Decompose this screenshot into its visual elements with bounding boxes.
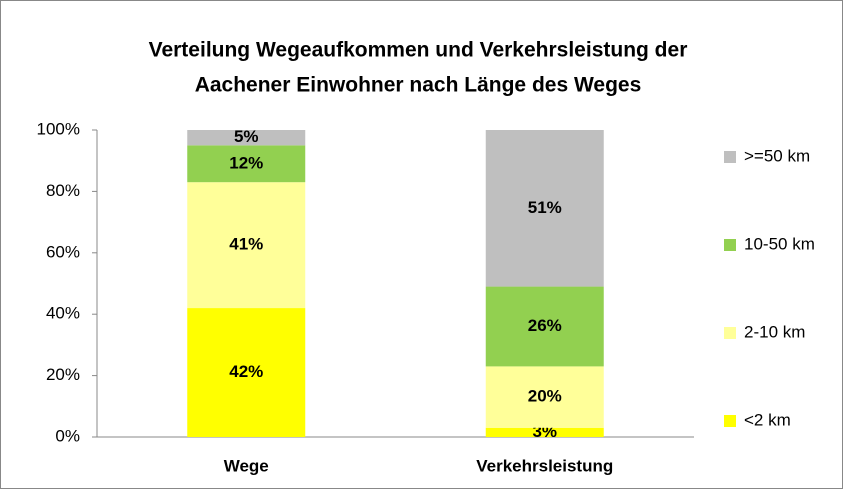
- legend-swatch: [724, 151, 736, 163]
- x-tick-label: Wege: [224, 456, 269, 475]
- data-label: 12%: [229, 153, 263, 172]
- legend-label: <2 km: [744, 410, 791, 429]
- legend-swatch: [724, 415, 736, 427]
- bar-segment: [485, 427, 604, 437]
- legend-swatch: [724, 239, 736, 251]
- bar-segment: [187, 182, 306, 309]
- legend-label: 2-10 km: [744, 322, 805, 341]
- data-label: 51%: [528, 198, 562, 217]
- data-label: 20%: [528, 387, 562, 406]
- y-tick-label: 20%: [46, 365, 80, 384]
- y-tick-label: 80%: [46, 181, 80, 200]
- bar-segment: [187, 308, 306, 437]
- bar-segment: [187, 130, 306, 146]
- bar-segment: [485, 366, 604, 428]
- chart-title: Verteilung Wegeaufkommen und Verkehrslei…: [149, 39, 688, 62]
- x-tick-label: Verkehrsleistung: [476, 456, 613, 475]
- data-label: 42%: [229, 362, 263, 381]
- bar-segment: [187, 145, 306, 183]
- y-tick-label: 60%: [46, 242, 80, 261]
- data-label: 26%: [528, 316, 562, 335]
- legend-swatch: [724, 327, 736, 339]
- bar-segment: [485, 286, 604, 367]
- data-label: 5%: [234, 127, 259, 146]
- legend-label: >=50 km: [744, 146, 810, 165]
- y-tick-label: 40%: [46, 304, 80, 323]
- legend-label: 10-50 km: [744, 234, 815, 253]
- y-tick-label: 0%: [55, 426, 80, 445]
- y-tick-label: 100%: [37, 119, 80, 138]
- data-label: 41%: [229, 235, 263, 254]
- bar-segment: [485, 130, 604, 287]
- chart-title: Aachener Einwohner nach Länge des Weges: [195, 74, 642, 97]
